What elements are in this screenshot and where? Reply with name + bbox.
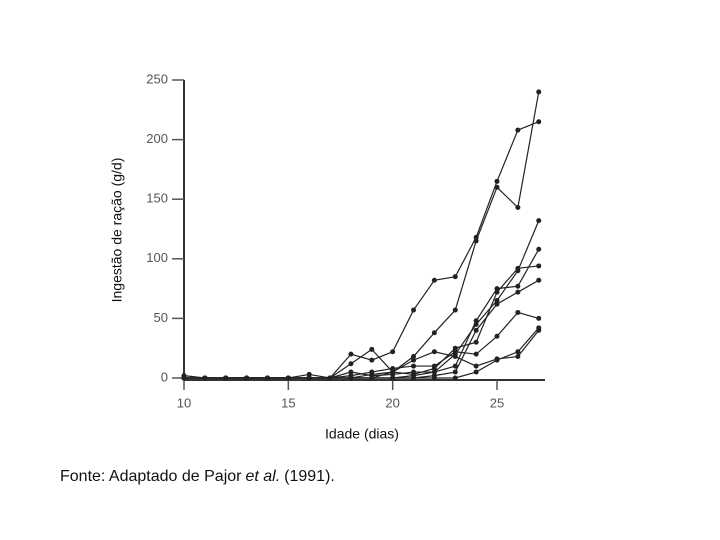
data-point xyxy=(244,375,250,381)
data-point xyxy=(473,363,479,369)
data-point xyxy=(431,330,437,336)
data-point xyxy=(369,346,375,352)
data-point xyxy=(536,277,542,283)
x-tick-label: 10 xyxy=(177,395,191,410)
series-line xyxy=(184,311,539,379)
data-point xyxy=(536,263,542,269)
x-axis-label: Idade (dias) xyxy=(325,426,399,442)
data-point xyxy=(452,349,458,355)
data-point xyxy=(369,369,375,375)
data-point xyxy=(452,274,458,280)
source-text: Fonte: Adaptado de Pajor xyxy=(60,468,242,485)
source-text: (1991). xyxy=(284,468,335,485)
data-point xyxy=(494,333,500,339)
x-tick-label: 15 xyxy=(281,395,295,410)
data-point xyxy=(536,315,542,321)
series-line xyxy=(184,327,540,379)
data-point xyxy=(536,89,542,95)
data-point xyxy=(515,349,521,355)
series-line xyxy=(184,265,539,379)
data-point xyxy=(473,318,479,324)
data-point xyxy=(431,363,437,369)
data-point xyxy=(348,351,354,357)
data-point xyxy=(536,119,542,125)
data-point xyxy=(452,363,458,369)
data-point xyxy=(515,309,521,315)
y-tick-label: 100 xyxy=(146,250,168,265)
data-point xyxy=(411,307,417,313)
y-tick-label: 50 xyxy=(154,310,168,325)
data-point xyxy=(369,357,375,363)
data-point xyxy=(494,289,500,295)
data-point xyxy=(390,369,396,375)
data-point xyxy=(431,277,437,283)
data-point xyxy=(431,375,437,381)
data-point xyxy=(452,345,458,351)
x-tick-label: 20 xyxy=(385,395,399,410)
data-point xyxy=(494,298,500,304)
y-axis-label: Ingestão de ração (g/d) xyxy=(109,158,125,303)
data-point xyxy=(452,307,458,313)
data-point xyxy=(369,375,375,381)
data-point xyxy=(348,375,354,381)
series-line xyxy=(183,121,539,379)
data-point xyxy=(515,354,521,360)
data-point xyxy=(473,369,479,375)
data-point xyxy=(473,339,479,345)
series-line xyxy=(184,220,540,379)
data-point xyxy=(306,371,312,377)
data-point xyxy=(452,369,458,375)
data-point xyxy=(452,354,458,360)
y-tick-label: 150 xyxy=(146,191,168,206)
data-point xyxy=(223,375,229,381)
data-point xyxy=(306,375,312,381)
data-point xyxy=(473,351,479,357)
data-point xyxy=(515,289,521,295)
data-point xyxy=(431,369,437,375)
x-tick-label: 25 xyxy=(490,395,504,410)
data-point xyxy=(348,369,354,375)
data-point xyxy=(473,327,479,333)
y-tick-label: 200 xyxy=(146,131,168,146)
data-point xyxy=(515,205,521,211)
data-point xyxy=(411,354,417,360)
y-tick-label: 0 xyxy=(161,369,168,384)
data-point xyxy=(473,238,479,244)
data-point xyxy=(536,218,542,224)
data-point xyxy=(515,127,521,133)
data-point xyxy=(411,357,417,363)
data-point xyxy=(327,375,333,381)
series-line xyxy=(184,329,540,379)
data-point xyxy=(494,301,500,307)
data-point xyxy=(515,265,521,271)
data-point xyxy=(411,375,417,381)
data-point xyxy=(390,365,396,371)
data-point xyxy=(536,246,542,252)
data-point xyxy=(348,361,354,367)
y-tick-label: 250 xyxy=(146,71,168,86)
data-point xyxy=(285,375,291,381)
data-point xyxy=(181,375,187,381)
data-point xyxy=(536,327,542,333)
source-italic: et al. xyxy=(245,468,281,485)
data-point xyxy=(515,283,521,289)
data-point xyxy=(411,371,417,377)
data-point xyxy=(411,363,417,369)
data-point xyxy=(264,375,270,381)
series-line xyxy=(184,91,540,379)
data-point xyxy=(494,356,500,362)
data-point xyxy=(431,349,437,355)
data-point xyxy=(494,178,500,184)
data-point xyxy=(390,375,396,381)
source-note: Fonte: Adaptado de Pajor et al. (1991). xyxy=(60,468,339,486)
data-point xyxy=(452,375,458,381)
data-point xyxy=(494,184,500,190)
data-point xyxy=(390,349,396,355)
data-point xyxy=(202,375,208,381)
